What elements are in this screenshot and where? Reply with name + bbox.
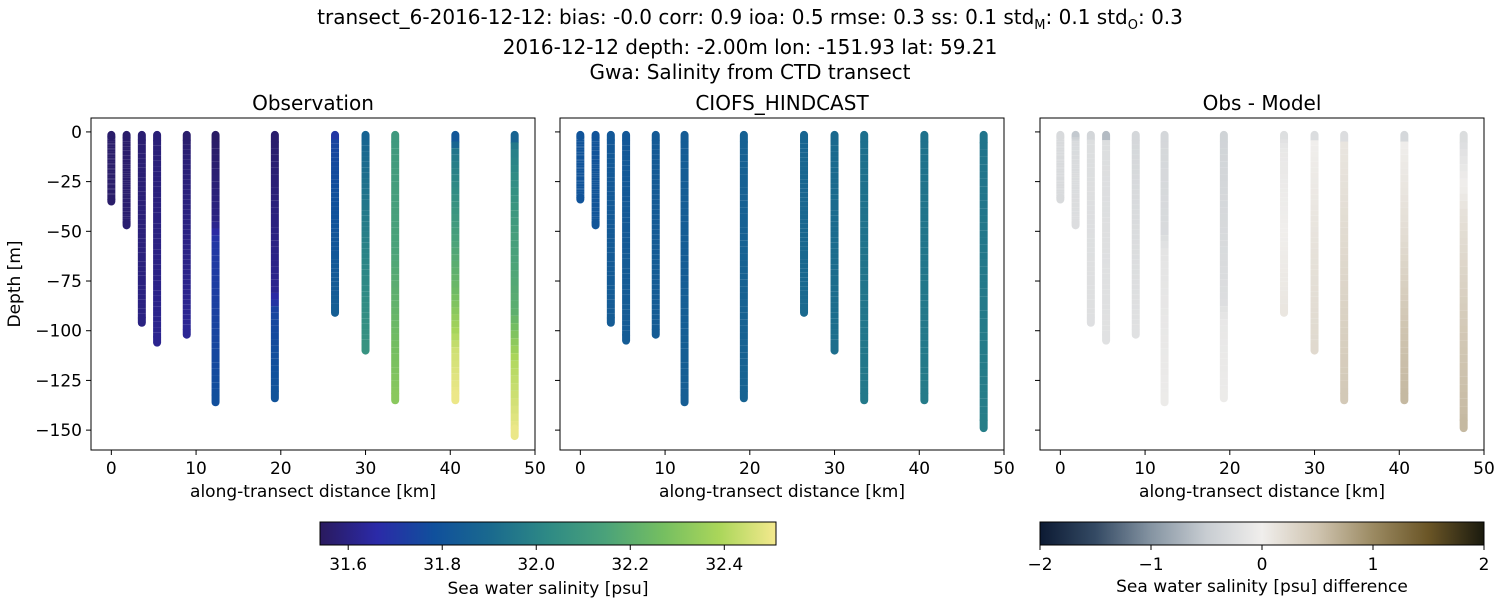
colorbar-tick-label: 2 [1479, 555, 1490, 575]
colorbar-label: Sea water salinity [psu] [448, 579, 649, 599]
salinity-difference-colorbar: −2 −1 0 1 2 Sea water salinity [psu] differe… [1027, 521, 1489, 597]
x-tick-label: 20 [1219, 459, 1241, 479]
y-tick-label: −25 [46, 173, 82, 193]
ciofs-hindcast-panel: CIOFS_HINDCAST 0 10 20 30 40 50 along-transec… [555, 91, 1015, 502]
axis-ticks: 0 10 20 30 40 50 [555, 131, 1015, 479]
colorbar-label: Sea water salinity [psu] difference [1116, 577, 1408, 597]
x-tick-label: 10 [654, 459, 676, 479]
x-axis-label: along-transect distance [km] [659, 482, 905, 502]
cast-marks [576, 130, 988, 433]
y-tick-label: −75 [46, 272, 82, 292]
colorbar-tick-label: 1 [1368, 555, 1379, 575]
x-tick-label: 0 [106, 459, 117, 479]
cast-marks [1056, 130, 1468, 433]
y-tick-label: −150 [35, 421, 82, 441]
x-tick-label: 0 [575, 459, 586, 479]
x-tick-label: 0 [1055, 459, 1066, 479]
y-axis-label: Depth [m] [5, 240, 25, 327]
axis-ticks: 0 10 20 30 40 50 [1035, 131, 1495, 479]
x-axis-label: along-transect distance [km] [1139, 482, 1385, 502]
colorbar-ticks: 31.6 31.8 32.0 32.2 32.4 [329, 545, 743, 575]
colorbar-tick-label: 32.4 [705, 555, 743, 575]
x-tick-label: 10 [185, 459, 207, 479]
y-tick-label: −125 [35, 371, 82, 391]
x-tick-label: 40 [908, 459, 930, 479]
colorbar-gradient [1039, 521, 1485, 546]
colorbar-tick-label: 32.2 [611, 555, 649, 575]
axis-ticks: 0 10 20 30 40 50 0 −25 −50 −75 −100 −125 −150 [35, 123, 546, 479]
y-tick-label: 0 [71, 123, 82, 143]
colorbar-tick-label: 31.6 [329, 555, 367, 575]
x-tick-label: 40 [1388, 459, 1410, 479]
x-tick-label: 30 [355, 459, 377, 479]
panel-title: Obs - Model [1203, 91, 1322, 115]
panel-title: Observation [252, 91, 374, 115]
x-tick-label: 50 [1473, 459, 1495, 479]
x-tick-label: 30 [1304, 459, 1326, 479]
x-axis-label: along-transect distance [km] [190, 482, 436, 502]
colorbar-tick-label: 32.0 [517, 555, 555, 575]
panel-title: CIOFS_HINDCAST [695, 91, 869, 115]
x-tick-label: 10 [1134, 459, 1156, 479]
obs-minus-model-panel: Obs - Model 0 10 20 30 40 50 along-transect d… [1035, 91, 1495, 502]
colorbar-tick-label: 0 [1257, 555, 1268, 575]
plot-frame [1039, 117, 1485, 451]
salinity-colorbar: 31.6 31.8 32.0 32.2 32.4 Sea water salinity … [319, 521, 777, 599]
colorbar-ticks: −2 −1 0 1 2 [1027, 545, 1489, 575]
y-tick-label: −100 [35, 322, 82, 342]
x-tick-label: 40 [439, 459, 461, 479]
x-tick-label: 20 [270, 459, 292, 479]
observation-panel: Observation 0 10 20 30 40 50 0 −25 −50 −75 −100 −12… [5, 91, 546, 502]
figure-title-line-2: 2016-12-12 depth: -2.00m lon: -151.93 la… [503, 35, 998, 59]
x-tick-label: 50 [993, 459, 1015, 479]
plot-frame [559, 117, 1005, 451]
plot-frame [90, 117, 536, 451]
colorbar-tick-label: 31.8 [423, 555, 461, 575]
cast-marks [107, 130, 519, 441]
x-tick-label: 50 [524, 459, 546, 479]
figure-title-line-3: Gwa: Salinity from CTD transect [590, 60, 911, 84]
figure-title-line-1: transect_6-2016-12-12: bias: -0.0 corr: … [317, 5, 1183, 33]
x-tick-label: 30 [824, 459, 846, 479]
colorbar-tick-label: −1 [1138, 555, 1163, 575]
x-tick-label: 20 [739, 459, 761, 479]
colorbar-gradient [319, 521, 777, 546]
y-tick-label: −50 [46, 222, 82, 242]
colorbar-tick-label: −2 [1027, 555, 1052, 575]
